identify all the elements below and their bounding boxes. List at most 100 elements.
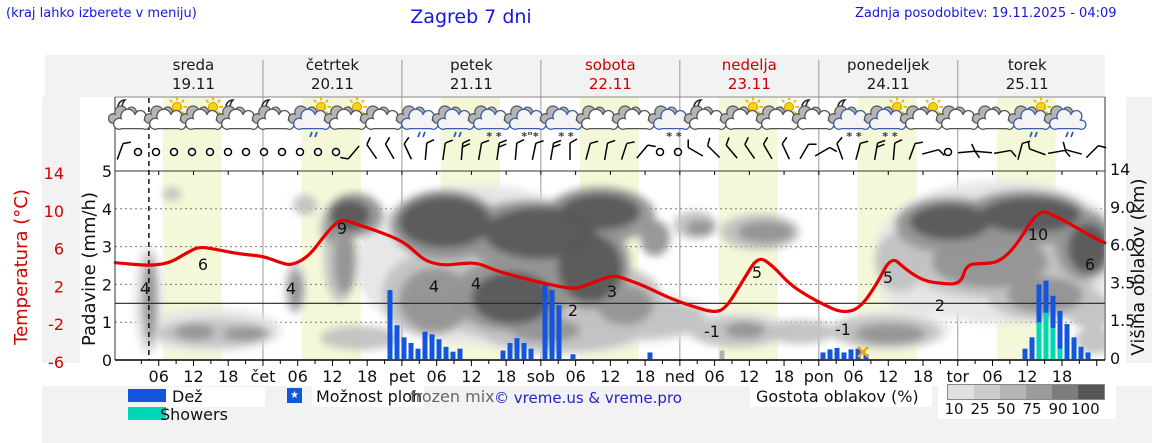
svg-text:5: 5 <box>102 162 112 181</box>
cloud-icon <box>575 105 619 130</box>
precip-bar <box>408 342 414 359</box>
moon-cloud-icon <box>107 99 151 130</box>
cloud-icon <box>935 105 979 130</box>
day-date: 21.11 <box>449 75 493 93</box>
cloud-snow-icon: * * <box>539 105 583 143</box>
day-date: 20.11 <box>310 75 354 93</box>
calm-icon <box>223 147 233 157</box>
legend-bg-rain <box>165 387 265 407</box>
precipitation-bars <box>387 280 1091 359</box>
sun-cloud-rain-icon <box>1008 97 1051 138</box>
svg-text:06: 06 <box>565 367 585 386</box>
chance-marker-x <box>857 346 869 358</box>
precip-bar <box>827 349 833 359</box>
svg-text:06: 06 <box>149 367 169 386</box>
precip-bar <box>457 348 463 359</box>
calm-icon <box>169 147 179 157</box>
precip-bar <box>549 290 555 359</box>
svg-text:0: 0 <box>102 351 112 370</box>
svg-text:18: 18 <box>635 367 655 386</box>
wind-barb-icon <box>403 136 413 160</box>
precip-bar <box>1029 337 1035 359</box>
calm-icon <box>277 147 287 157</box>
wind-barb-icon <box>1047 149 1071 158</box>
wind-barb-icon <box>762 136 773 160</box>
svg-text:6: 6 <box>1085 255 1095 274</box>
density-swatch <box>1026 385 1052 399</box>
wind-barb-icon <box>569 138 578 160</box>
wind-barb-icon <box>1085 144 1107 159</box>
wind-barb-icon <box>1062 141 1082 155</box>
wind-barb-icon <box>514 138 525 161</box>
density-tick-label: 90 <box>1048 400 1068 418</box>
wind-barb-icon <box>116 141 132 160</box>
legend-bg-density <box>750 385 932 407</box>
wind-barbs-row <box>116 136 1107 161</box>
day-name: petek <box>450 56 493 74</box>
moon-cloud-icon <box>791 99 835 130</box>
calm-icon <box>241 147 251 157</box>
left-gutter-panel <box>42 97 80 363</box>
svg-text:9: 9 <box>337 219 347 238</box>
svg-text:6: 6 <box>54 240 64 259</box>
density-swatch <box>974 385 1000 399</box>
svg-text:*"*: *"* <box>521 130 538 143</box>
wind-barb-icon <box>892 138 903 161</box>
precip-bar <box>415 348 421 359</box>
wind-barb-icon <box>366 137 378 159</box>
day-date: 22.11 <box>588 75 632 93</box>
precip-bar <box>1057 310 1063 359</box>
day-header: četrtek 20.11 <box>267 56 397 94</box>
showers-swatch <box>128 407 166 420</box>
svg-text:1: 1 <box>102 313 112 332</box>
legend-bg-chance <box>312 386 424 407</box>
wind-barb-icon <box>957 150 981 159</box>
moon-cloud-icon <box>215 99 259 130</box>
svg-text:18: 18 <box>357 367 377 386</box>
svg-text:14: 14 <box>1110 160 1130 179</box>
svg-text:12: 12 <box>739 367 759 386</box>
rain-label: Dež <box>172 387 203 406</box>
wind-barb-icon <box>725 137 738 159</box>
density-tick-label: 75 <box>1022 400 1042 418</box>
sun-cloud-icon <box>143 97 187 130</box>
calm-icon <box>673 147 683 157</box>
cloud-snow-icon: * * <box>647 105 691 143</box>
day-name: sobota <box>584 56 636 74</box>
wind-barb-icon <box>585 140 599 160</box>
rain-swatch <box>128 389 166 402</box>
precip-bar <box>500 350 506 359</box>
precip-bar <box>1078 346 1084 359</box>
wind-barb-icon <box>744 137 756 159</box>
svg-text:18: 18 <box>496 367 516 386</box>
chance-star-icon: ★ <box>287 388 302 403</box>
time-axis-labels: 06 12 18 čet 06 12 18 pet 06 12 18 sob 06 12 18 ned 06 12… <box>149 367 1073 386</box>
day-date: 25.11 <box>1005 75 1049 93</box>
wind-barb-icon <box>970 143 993 154</box>
svg-text:18: 18 <box>913 367 933 386</box>
wind-barb-icon <box>687 139 704 157</box>
precip-bar <box>719 350 725 359</box>
sun-cloud-icon <box>323 97 367 130</box>
svg-text:18: 18 <box>774 367 794 386</box>
copyright-link[interactable]: © vreme.us & vreme.pro <box>494 389 682 407</box>
svg-text:ned: ned <box>665 367 695 386</box>
wind-barb-icon <box>549 139 562 161</box>
svg-text:4: 4 <box>286 279 296 298</box>
svg-text:10: 10 <box>1028 225 1048 244</box>
frozen-mix-label: frozen mix <box>410 387 495 406</box>
svg-text:3: 3 <box>102 238 112 257</box>
precip-bar <box>570 354 576 359</box>
svg-text:2: 2 <box>935 296 945 315</box>
svg-text:* *: * * <box>558 130 574 143</box>
chance-label: Možnost ploh <box>316 387 423 406</box>
precip-bar <box>387 290 393 359</box>
density-tick-label: 50 <box>996 400 1016 418</box>
right-axis-labels: 14 9.0 6.0 3.5 1.5 0 <box>1110 160 1135 368</box>
precip-bar <box>1050 295 1056 359</box>
svg-text:5: 5 <box>752 263 762 282</box>
density-swatch <box>1000 385 1026 399</box>
svg-text:2: 2 <box>54 277 64 296</box>
precip-bar <box>1036 284 1042 359</box>
svg-text:* *: * * <box>846 130 862 143</box>
